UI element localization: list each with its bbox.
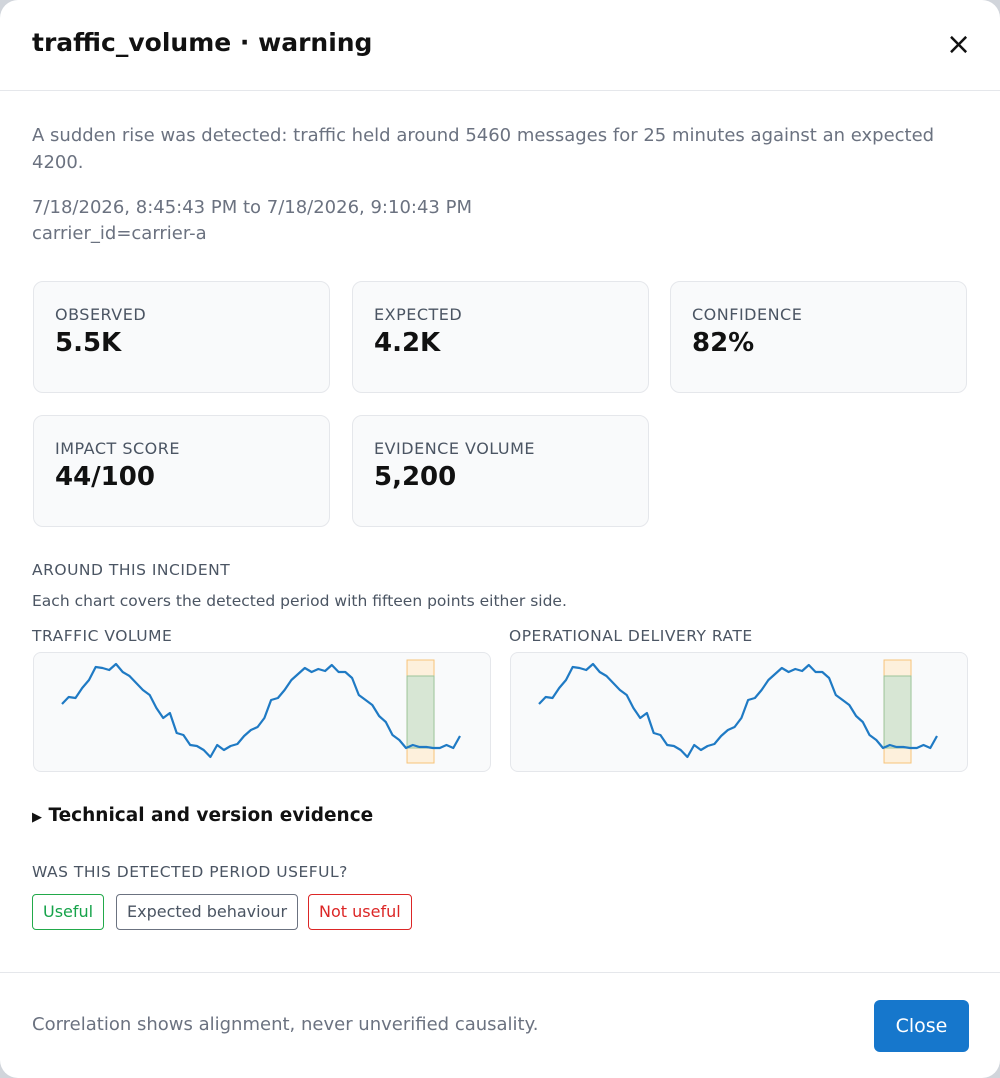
metric-card: CONFIDENCE 82% (670, 281, 967, 393)
chart-title: OPERATIONAL DELIVERY RATE (509, 627, 753, 645)
divider (0, 90, 1000, 91)
summary: A sudden rise was detected: traffic held… (32, 125, 935, 173)
metric-value: 4.2K (374, 328, 441, 358)
metric-label: EVIDENCE VOLUME (374, 439, 536, 458)
feedback-question: WAS THIS DETECTED PERIOD USEFUL? (32, 863, 348, 881)
details-label: Technical and version evidence (48, 805, 374, 826)
detected-core (883, 675, 912, 749)
context-heading: AROUND THIS INCIDENT (32, 561, 231, 579)
sparkline (538, 659, 938, 764)
period: 7/18/2026, 8:45:43 PM to 7/18/2026, 9:10… (32, 197, 472, 218)
footer-note: Correlation shows alignment, never unver… (32, 1014, 539, 1035)
line (538, 662, 938, 759)
expected-button[interactable]: Expected behaviour (116, 894, 299, 930)
chart-title: TRAFFIC VOLUME (32, 627, 173, 645)
metric-card: IMPACT SCORE 44/100 (33, 415, 330, 527)
chart-box (510, 652, 968, 772)
useful-button[interactable]: Useful (32, 894, 105, 930)
metric-label: CONFIDENCE (692, 305, 803, 324)
close-button[interactable]: Close (874, 1000, 969, 1052)
metric-value: 82% (692, 328, 755, 358)
not-useful-button[interactable]: Not useful (308, 894, 412, 930)
details-toggle[interactable]: ▶ Technical and version evidence (32, 805, 374, 826)
metric-card: EXPECTED 4.2K (352, 281, 649, 393)
sparkline (61, 659, 461, 764)
metric-card: OBSERVED 5.5K (33, 281, 330, 393)
metric-value: 5,200 (374, 462, 457, 492)
scope: carrier_id=carrier-a (32, 223, 207, 244)
title: traffic_volume · warning (32, 28, 373, 57)
metric-value: 5.5K (55, 328, 122, 358)
line (61, 662, 461, 759)
metric-label: EXPECTED (374, 305, 463, 324)
divider (0, 972, 1000, 973)
chart-box (33, 652, 491, 772)
metric-value: 44/100 (55, 462, 155, 492)
detected-core (406, 675, 435, 749)
metric-label: IMPACT SCORE (55, 439, 180, 458)
context-note: Each chart covers the detected period wi… (32, 592, 567, 610)
metric-label: OBSERVED (55, 305, 147, 324)
close-icon[interactable]: × (946, 27, 972, 62)
metric-card: EVIDENCE VOLUME 5,200 (352, 415, 649, 527)
